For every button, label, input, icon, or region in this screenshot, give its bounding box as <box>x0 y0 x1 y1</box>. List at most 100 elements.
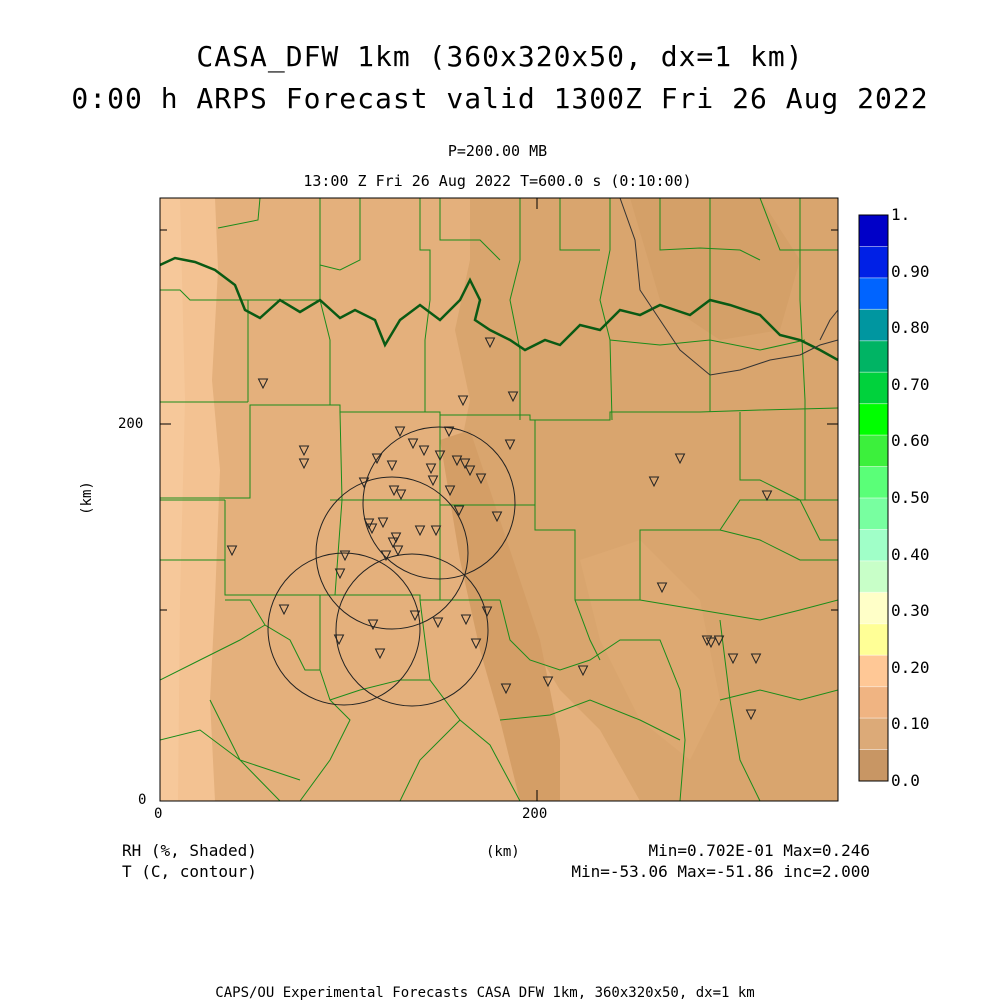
colorbar-label: 1. <box>891 205 911 224</box>
radar-rings <box>267 426 516 707</box>
station-marker <box>409 610 421 622</box>
station-marker <box>333 634 345 646</box>
colorbar-label: 0.0 <box>891 771 920 790</box>
station-marker <box>507 391 519 403</box>
station-marker <box>713 635 725 647</box>
station-marker <box>460 614 472 626</box>
station-marker <box>395 489 407 501</box>
station-marker <box>761 490 773 502</box>
station-marker <box>434 450 446 462</box>
station-marker <box>386 460 398 472</box>
station-markers <box>226 337 773 721</box>
colorbar-swatch <box>859 215 888 247</box>
state-boundary <box>160 256 838 362</box>
radar-ring <box>267 552 421 706</box>
station-marker <box>358 477 370 489</box>
station-marker <box>278 604 290 616</box>
colorbar-label: 0.70 <box>891 374 930 394</box>
x-axis-label: (km) <box>486 844 520 860</box>
radar-ring <box>362 426 516 580</box>
field2-range: Min=-53.06 Max=-51.86 inc=2.000 <box>571 862 870 881</box>
field2-name: T (C, contour) <box>122 862 257 881</box>
station-marker <box>298 458 310 470</box>
station-marker <box>380 550 392 562</box>
colorbar-swatch <box>859 466 888 499</box>
colorbar-swatch <box>859 592 888 625</box>
station-marker <box>504 439 516 451</box>
colorbar-swatch <box>859 246 888 279</box>
colorbar-label: 0.90 <box>891 261 930 281</box>
station-marker <box>407 438 419 450</box>
station-marker <box>367 619 379 631</box>
station-marker <box>371 453 383 465</box>
station-marker <box>334 568 346 580</box>
station-marker <box>377 517 389 529</box>
x-tick-200: 200 <box>522 806 548 822</box>
station-marker <box>366 523 378 535</box>
station-marker <box>745 709 757 721</box>
station-marker <box>491 511 503 523</box>
station-marker <box>427 475 439 487</box>
station-marker <box>656 582 668 594</box>
station-marker <box>339 550 351 562</box>
colorbar-label: 0.50 <box>891 488 930 507</box>
station-marker <box>727 653 739 665</box>
station-marker <box>481 606 493 618</box>
station-marker <box>457 395 469 407</box>
colorbar-swatch <box>859 498 888 530</box>
station-marker <box>484 337 496 349</box>
rh-shading <box>160 198 838 801</box>
station-marker <box>226 545 238 557</box>
colorbar-swatch <box>859 403 888 436</box>
station-marker <box>387 537 399 549</box>
station-marker <box>470 638 482 650</box>
colorbar-label: 0.20 <box>891 657 930 677</box>
station-marker <box>475 473 487 485</box>
station-marker <box>750 653 762 665</box>
station-marker <box>425 463 437 475</box>
colorbar-swatch <box>859 686 888 719</box>
y-axis-label: (km) <box>78 481 95 515</box>
valid-time: 13:00 Z Fri 26 Aug 2022 T=600.0 s (0:10:… <box>303 172 692 190</box>
footer-credit: CAPS/OU Experimental Forecasts CASA DFW … <box>215 985 755 1001</box>
colorbar-swatch <box>859 623 888 656</box>
station-marker <box>298 445 310 457</box>
station-marker <box>392 545 404 557</box>
colorbar-label: 0.40 <box>891 544 930 564</box>
colorbar-swatch <box>859 560 888 593</box>
station-marker <box>374 648 386 660</box>
field1-range: Min=0.702E-01 Max=0.246 <box>648 841 870 860</box>
colorbar-swatch <box>859 529 888 562</box>
colorbar-swatch <box>859 277 888 310</box>
x-tick-0: 0 <box>154 806 163 822</box>
pressure-level: P=200.00 MB <box>447 142 548 160</box>
station-marker <box>432 617 444 629</box>
station-marker <box>444 485 456 497</box>
colorbar-label: 0.80 <box>891 318 930 338</box>
field1-name: RH (%, Shaded) <box>122 841 257 860</box>
colorbar-swatch <box>859 435 888 468</box>
county-boundaries <box>160 198 838 801</box>
station-marker <box>414 525 426 537</box>
colorbar-swatch <box>859 718 888 751</box>
axis-ticks <box>159 198 838 801</box>
colorbar-swatch <box>859 749 888 782</box>
station-marker <box>459 458 471 470</box>
title-line-1: CASA_DFW 1km (360x320x50, dx=1 km) <box>196 40 804 73</box>
colorbar-swatch <box>859 309 888 342</box>
colorbar-swatch <box>859 655 888 688</box>
river-line-2 <box>819 309 838 341</box>
station-marker <box>701 635 713 647</box>
colorbar <box>858 214 889 782</box>
radar-ring <box>335 553 489 707</box>
station-marker <box>257 378 269 390</box>
station-marker <box>443 426 455 438</box>
plot-frame <box>159 197 839 802</box>
station-marker <box>500 683 512 695</box>
station-marker <box>453 505 465 517</box>
station-marker <box>674 453 686 465</box>
station-marker <box>577 665 589 677</box>
station-marker <box>394 426 406 438</box>
colorbar-swatch <box>859 340 888 373</box>
station-marker <box>418 445 430 457</box>
